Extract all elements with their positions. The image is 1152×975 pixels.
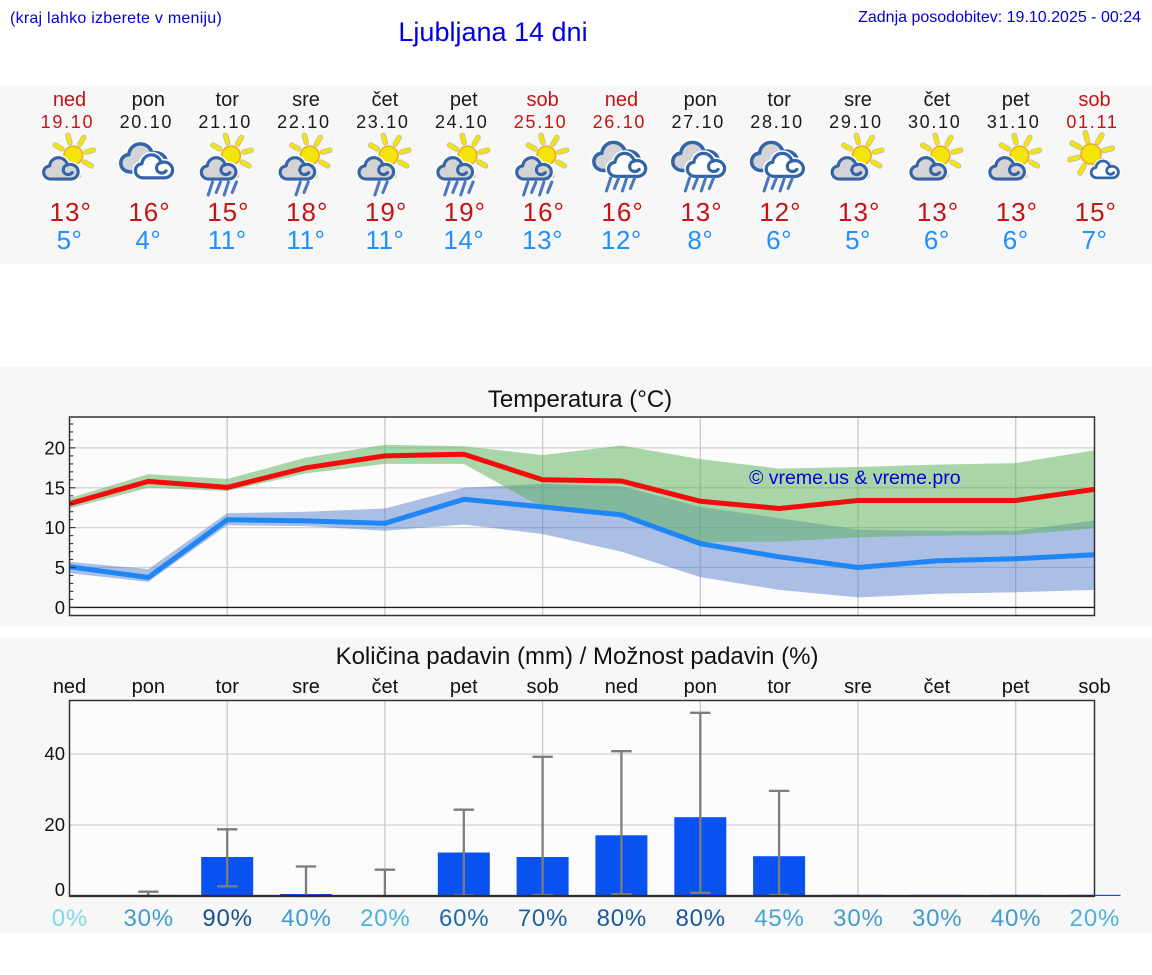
svg-text:10: 10 (44, 517, 65, 538)
svg-text:0: 0 (55, 879, 65, 900)
svg-text:40: 40 (44, 743, 65, 764)
svg-text:20: 20 (44, 438, 65, 459)
svg-text:15: 15 (44, 477, 65, 498)
svg-text:5: 5 (55, 557, 65, 578)
svg-text:20: 20 (44, 814, 65, 835)
svg-text:0: 0 (55, 597, 65, 618)
